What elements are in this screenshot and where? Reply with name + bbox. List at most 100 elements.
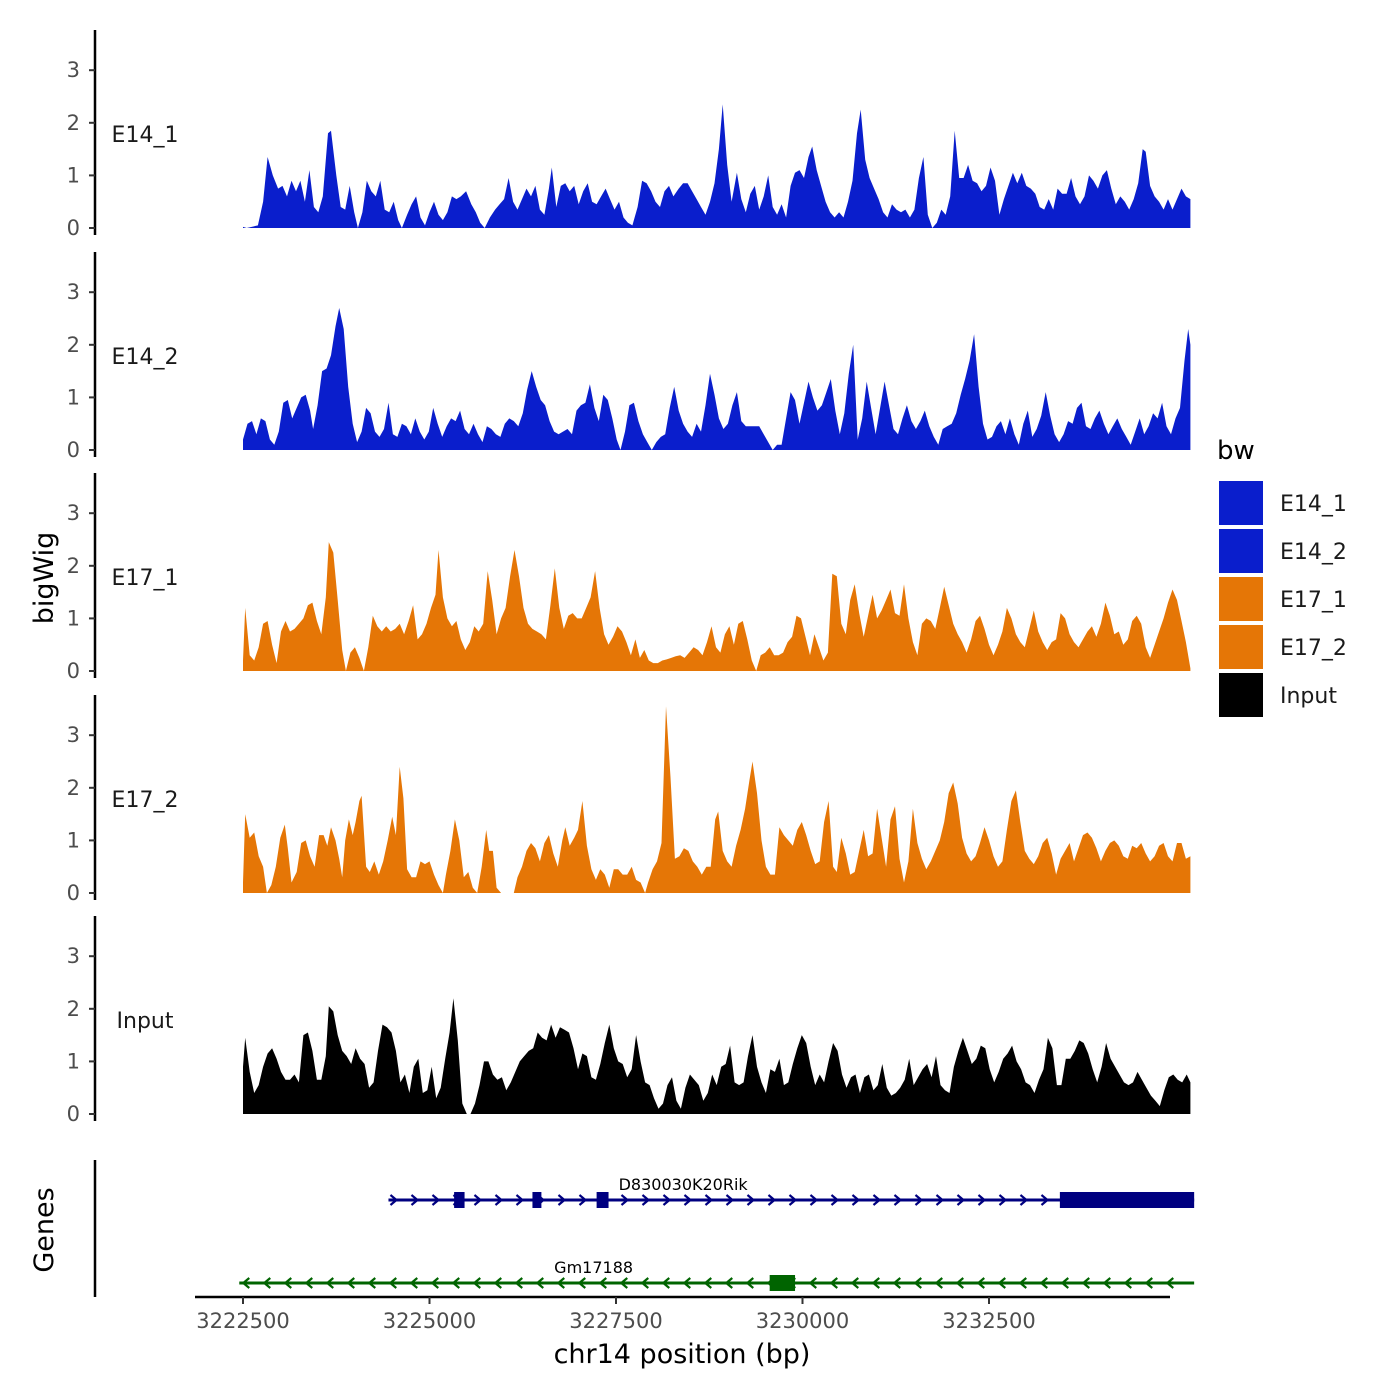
- track-E14_1: 0 1 2 3 E14_1: [67, 30, 1191, 240]
- y-tick-label: 0: [67, 659, 80, 683]
- y-tick-label: 2: [67, 997, 80, 1021]
- track-Input: 0 1 2 3 Input: [67, 916, 1191, 1126]
- y-tick-label: 0: [67, 881, 80, 905]
- strand-chevron: [1039, 1277, 1048, 1289]
- y-tick-label: 0: [67, 438, 80, 462]
- strand-chevron: [535, 1277, 544, 1289]
- bigwig-tracks: 0 1 2 3 E14_1 0 1 2 3 E14_2 0 1 2 3 E17_1 0 1 2 3 E17_2 0 1 2 3…: [67, 30, 1191, 1126]
- track-label: E14_2: [112, 345, 179, 370]
- x-axis: 3222500 3225000 3227500 3230000 3232500: [195, 1295, 1170, 1333]
- strand-chevron: [1081, 1277, 1090, 1289]
- strand-chevron: [472, 1277, 481, 1289]
- strand-chevron: [514, 1277, 523, 1289]
- strand-chevron: [578, 1194, 588, 1206]
- strand-chevron: [914, 1194, 924, 1206]
- strand-chevron: [410, 1194, 420, 1206]
- strand-chevron: [998, 1194, 1008, 1206]
- coverage-area-E14_1: [243, 104, 1191, 228]
- y-tick-label: 1: [67, 606, 80, 630]
- strand-chevron: [556, 1277, 565, 1289]
- coverage-area-Input: [243, 998, 1191, 1114]
- strand-chevron: [367, 1277, 376, 1289]
- gene-D830030K20Rik: D830030K20Rik: [388, 1175, 1195, 1208]
- y-tick-label: 1: [67, 1049, 80, 1073]
- x-tick-label: 3230000: [756, 1309, 850, 1333]
- strand-chevron: [1123, 1277, 1132, 1289]
- gene-exon: [596, 1192, 609, 1208]
- y-tick-label: 3: [67, 723, 80, 747]
- y-tick-label: 2: [67, 776, 80, 800]
- y-tick-label: 0: [67, 216, 80, 240]
- strand-chevron: [325, 1277, 334, 1289]
- gene-exon: [769, 1275, 796, 1291]
- legend-swatch: [1219, 625, 1263, 669]
- strand-chevron: [241, 1277, 250, 1289]
- strand-chevron: [451, 1277, 460, 1289]
- y-tick-label: 1: [67, 385, 80, 409]
- strand-chevron: [304, 1277, 313, 1289]
- legend-swatch: [1219, 529, 1263, 573]
- strand-chevron: [745, 1277, 754, 1289]
- gene-exon: [532, 1192, 542, 1208]
- track-label: Input: [117, 1009, 174, 1034]
- track-label: E17_2: [112, 788, 179, 813]
- y-tick-label: 1: [67, 828, 80, 852]
- strand-chevron: [641, 1194, 651, 1206]
- gene-panel: D830030K20Rik Gm17188: [93, 1160, 1195, 1297]
- x-tick-label: 3225000: [383, 1309, 477, 1333]
- gene-exon: [1059, 1192, 1195, 1208]
- x-tick-label: 3232500: [942, 1309, 1036, 1333]
- strand-chevron: [955, 1277, 964, 1289]
- strand-chevron: [893, 1194, 903, 1206]
- strand-chevron: [892, 1277, 901, 1289]
- strand-chevron: [683, 1194, 693, 1206]
- strand-chevron: [746, 1194, 756, 1206]
- track-label: E14_1: [112, 123, 179, 148]
- strand-chevron: [409, 1277, 418, 1289]
- y-tick-label: 0: [67, 1102, 80, 1126]
- strand-chevron: [620, 1194, 630, 1206]
- strand-chevron: [389, 1194, 399, 1206]
- strand-chevron: [557, 1194, 567, 1206]
- legend: bw E14_1 E14_2 E17_1 E17_2 Input: [1217, 436, 1347, 717]
- strand-chevron: [809, 1194, 819, 1206]
- bigwig-panel-title: bigWig: [29, 532, 60, 625]
- strand-chevron: [262, 1277, 271, 1289]
- coverage-area-E17_2: [243, 706, 1191, 893]
- strand-chevron: [662, 1194, 672, 1206]
- strand-chevron: [1018, 1277, 1027, 1289]
- strand-chevron: [1019, 1194, 1029, 1206]
- strand-chevron: [346, 1277, 355, 1289]
- gene-Gm17188: Gm17188: [239, 1258, 1195, 1291]
- strand-chevron: [997, 1277, 1006, 1289]
- y-tick-label: 3: [67, 501, 80, 525]
- legend-swatch: [1219, 481, 1263, 525]
- strand-chevron: [1102, 1277, 1111, 1289]
- strand-chevron: [473, 1194, 483, 1206]
- strand-chevron: [956, 1194, 966, 1206]
- strand-chevron: [724, 1277, 733, 1289]
- y-tick-label: 3: [67, 280, 80, 304]
- strand-chevron: [788, 1194, 798, 1206]
- legend-label: Input: [1280, 684, 1337, 709]
- strand-chevron: [1040, 1194, 1050, 1206]
- strand-chevron: [725, 1194, 735, 1206]
- gene-label: D830030K20Rik: [619, 1175, 749, 1194]
- strand-chevron: [935, 1194, 945, 1206]
- strand-chevron: [703, 1277, 712, 1289]
- gene-exon: [454, 1192, 465, 1208]
- strand-chevron: [850, 1277, 859, 1289]
- strand-chevron: [767, 1194, 777, 1206]
- strand-chevron: [493, 1277, 502, 1289]
- strand-chevron: [829, 1277, 838, 1289]
- legend-title: bw: [1217, 436, 1255, 466]
- strand-chevron: [871, 1277, 880, 1289]
- strand-chevron: [851, 1194, 861, 1206]
- strand-chevron: [872, 1194, 882, 1206]
- strand-chevron: [1060, 1277, 1069, 1289]
- strand-chevron: [934, 1277, 943, 1289]
- strand-chevron: [494, 1194, 504, 1206]
- strand-chevron: [515, 1194, 525, 1206]
- strand-chevron: [577, 1277, 586, 1289]
